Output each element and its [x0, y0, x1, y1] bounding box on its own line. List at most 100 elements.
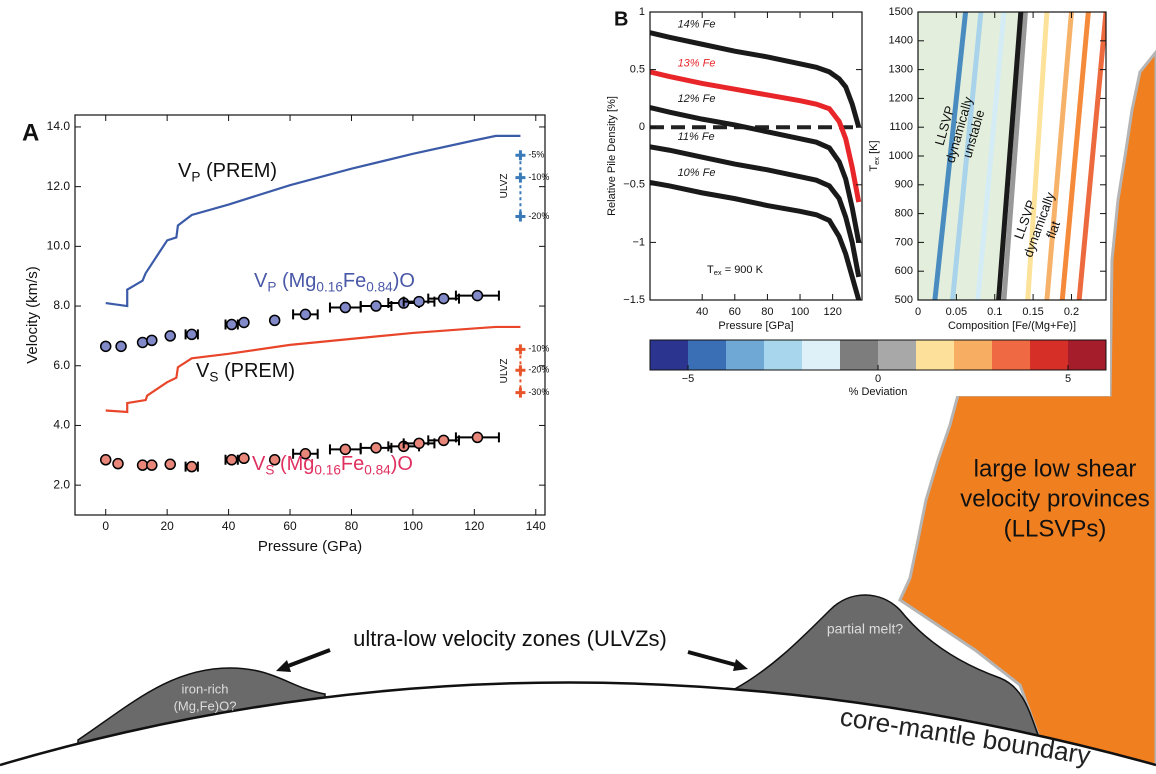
- arrow-head: [733, 659, 748, 671]
- data-point: [146, 334, 158, 347]
- line: [650, 105, 862, 243]
- y-tick-label: 900: [895, 179, 913, 191]
- series-label: 13% Fe: [678, 57, 716, 69]
- text-part: V: [196, 360, 210, 382]
- data-point: [437, 292, 450, 305]
- x-tick-label: 0.1: [987, 306, 1002, 318]
- y-axis-label: Tex [K]: [868, 140, 881, 171]
- colorbar-tick-label: 0: [875, 373, 881, 385]
- ulvz-marker-label: -10%: [528, 172, 549, 182]
- line: [1001, 12, 1028, 300]
- colorbar-cell: [726, 340, 765, 370]
- ulvz-label: ultra-low velocity zones (ULVZs): [353, 626, 667, 651]
- arrow-head: [276, 660, 291, 672]
- panel-b-background: [612, 0, 1110, 396]
- arrow: [287, 648, 331, 668]
- y-tick-label: 1400: [889, 35, 913, 47]
- panel-label: B: [614, 8, 628, 30]
- line: [650, 30, 862, 128]
- colorbar-tick-label: 5: [1065, 373, 1071, 385]
- colorbar-cell: [764, 340, 803, 370]
- blob-label: (Mg,Fe)O?: [174, 698, 237, 713]
- y-tick-label: 1200: [889, 92, 913, 104]
- ulvz-marker: [515, 211, 526, 222]
- y-tick-label: 10.0: [47, 239, 71, 253]
- plot-frame: [74, 114, 546, 516]
- data-point: [164, 458, 176, 471]
- text-part: P: [267, 279, 276, 294]
- text-part: = 900 K: [722, 264, 764, 276]
- text-part: 0.16: [316, 279, 342, 294]
- x-tick-label: 80: [761, 306, 773, 318]
- y-tick-label: −1: [632, 236, 645, 248]
- y-axis-label: Velocity (km/s): [24, 266, 41, 364]
- text-part: )O: [391, 453, 413, 475]
- data-point: [268, 454, 281, 466]
- y-tick-label: 500: [895, 294, 913, 306]
- series-label: 11% Fe: [678, 131, 715, 143]
- data-point: [99, 454, 112, 466]
- data-point: [136, 336, 149, 349]
- line: [975, 12, 1007, 300]
- data-point: [437, 434, 450, 447]
- line: [1059, 12, 1091, 300]
- llsvp-label: velocity provinces: [960, 485, 1149, 512]
- text-part: V: [252, 453, 266, 475]
- line: [1076, 12, 1106, 300]
- y-tick-label: 0.5: [630, 64, 645, 76]
- y-tick-label: 1: [639, 6, 645, 18]
- ulvz-marker-label: -20%: [528, 211, 549, 221]
- y-tick-label: 1500: [889, 6, 913, 18]
- text-part: )O: [393, 270, 415, 292]
- text-part: T: [868, 165, 880, 172]
- data-point: [413, 437, 425, 450]
- data-point: [99, 340, 112, 353]
- x-axis-label: Pressure [GPa]: [718, 320, 793, 332]
- data-point: [225, 454, 238, 466]
- line: [932, 12, 969, 300]
- text-part: S: [265, 462, 274, 477]
- llsvp-label: (LLSVPs): [1004, 515, 1107, 542]
- data-point: [370, 442, 382, 454]
- annotation: flat: [1043, 219, 1063, 241]
- y-tick-label: −1.5: [623, 294, 645, 306]
- data-point: [339, 301, 352, 314]
- y-tick-label: 1100: [889, 121, 913, 133]
- x-axis-label: Composition [Fe/(Mg+Fe)]: [948, 320, 1076, 332]
- x-tick-label: 0.05: [946, 306, 967, 318]
- llsvp-label: large low shear: [974, 455, 1137, 482]
- x-tick-label: 0.15: [1022, 306, 1043, 318]
- colorbar-cell: [954, 340, 993, 370]
- data-point: [268, 314, 281, 327]
- series-label: VP (Mg0.16Fe0.84)O: [254, 270, 415, 294]
- text-part: 0.84: [364, 462, 391, 477]
- text-part: 0.16: [314, 462, 340, 477]
- x-tick-label: 100: [791, 306, 809, 318]
- text-part: Fe: [343, 270, 366, 292]
- data-point: [185, 460, 198, 473]
- data-point: [238, 316, 250, 329]
- colorbar-cell: [688, 340, 727, 370]
- data-point: [471, 289, 484, 302]
- text-part: T: [707, 264, 714, 276]
- text-part: 0.84: [366, 279, 393, 294]
- series-label: VP (PREM): [178, 160, 277, 184]
- ulvz-label: ULVZ: [499, 173, 510, 198]
- arrow: [687, 650, 737, 667]
- x-tick-label: 0: [102, 519, 109, 533]
- colorbar-cell: [992, 340, 1031, 370]
- x-tick-label: 140: [526, 519, 546, 533]
- text-part: V: [178, 160, 192, 182]
- data-point: [146, 459, 158, 471]
- ulvz-marker: [515, 150, 526, 161]
- text-part: (Mg: [274, 453, 314, 475]
- data-point: [370, 300, 382, 312]
- line: [650, 69, 862, 203]
- ulvz-marker-label: -20%: [528, 365, 549, 375]
- data-point: [238, 452, 250, 465]
- x-axis-label: Pressure (GPa): [258, 538, 362, 555]
- line: [996, 12, 1024, 300]
- series-label: VS (Mg0.16Fe0.84)O: [252, 453, 413, 477]
- data-point: [339, 443, 352, 456]
- y-tick-label: 6.0: [53, 358, 70, 372]
